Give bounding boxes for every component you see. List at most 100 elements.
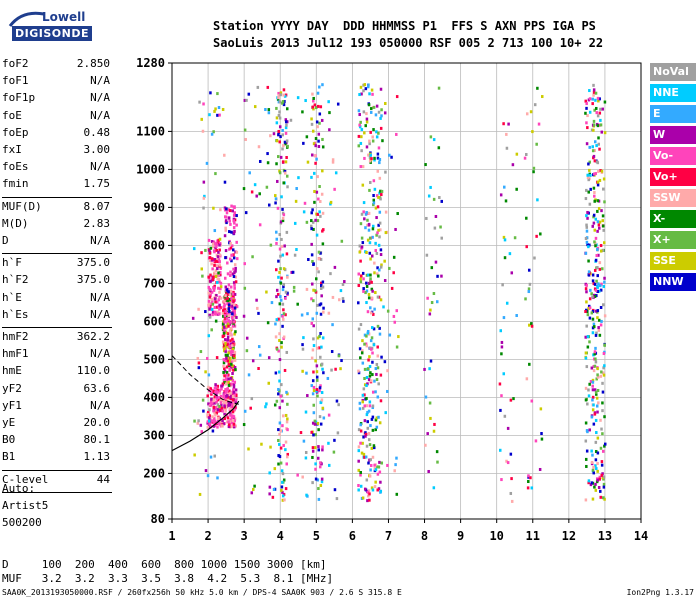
- echo-point: [375, 233, 378, 237]
- echo-point: [224, 330, 228, 334]
- echo-point: [599, 107, 602, 111]
- echo-point: [436, 274, 439, 278]
- echo-point: [357, 449, 361, 453]
- echo-point: [321, 242, 325, 246]
- echo-point: [363, 404, 367, 408]
- echo-point: [380, 193, 383, 197]
- echo-point: [228, 345, 231, 349]
- echo-point: [198, 100, 201, 104]
- echo-point: [214, 274, 218, 278]
- echo-point: [286, 402, 289, 406]
- echo-point: [311, 348, 315, 352]
- echo-point: [603, 415, 606, 419]
- echo-point: [229, 365, 233, 369]
- echo-point: [598, 333, 602, 337]
- echo-point: [276, 206, 280, 210]
- echo-point: [247, 373, 251, 377]
- echo-point: [430, 301, 434, 305]
- echo-point: [265, 185, 269, 189]
- echo-point: [281, 216, 285, 220]
- echo-point: [367, 296, 371, 300]
- echo-point: [315, 267, 319, 271]
- echo-point: [277, 317, 280, 321]
- echo-point: [231, 301, 235, 305]
- echo-point: [230, 360, 233, 364]
- echo-point: [191, 316, 195, 320]
- echo-point: [319, 312, 323, 316]
- echo-point: [231, 304, 234, 308]
- echo-point: [588, 340, 591, 344]
- echo-point: [225, 324, 228, 328]
- echo-point: [331, 323, 334, 327]
- echo-point: [216, 310, 219, 314]
- echo-point: [307, 258, 310, 262]
- echo-point: [599, 123, 603, 127]
- echo-point: [315, 277, 318, 281]
- echo-point: [230, 316, 234, 320]
- echo-point: [216, 277, 219, 281]
- echo-point: [207, 334, 211, 338]
- echo-point: [509, 398, 513, 402]
- echo-point: [210, 397, 213, 401]
- echo-point: [231, 344, 234, 348]
- echo-point: [216, 398, 220, 402]
- echo-point: [339, 289, 343, 293]
- echo-point: [281, 302, 285, 306]
- echo-point: [278, 169, 281, 173]
- echo-point: [278, 270, 281, 274]
- echo-point: [584, 398, 588, 402]
- echo-point: [370, 486, 374, 490]
- echo-point: [199, 350, 203, 354]
- echo-point: [209, 404, 212, 408]
- echo-point: [216, 425, 219, 429]
- echo-point: [221, 340, 225, 344]
- echo-point: [320, 118, 324, 122]
- echo-point: [592, 353, 595, 357]
- echo-point: [296, 473, 299, 477]
- echo-point: [584, 111, 587, 115]
- echo-point: [601, 449, 605, 453]
- echo-point: [224, 353, 228, 357]
- echo-point: [599, 249, 603, 253]
- echo-point: [228, 389, 231, 393]
- echo-point: [225, 420, 229, 424]
- param-row-clevel: C-level 44: [2, 473, 110, 490]
- param-row-md: M(D) 2.83: [2, 217, 110, 234]
- echo-point: [275, 241, 278, 245]
- echo-point: [277, 155, 280, 159]
- echo-point: [197, 366, 201, 370]
- echo-point: [234, 330, 237, 334]
- echo-point: [395, 132, 398, 136]
- echo-point: [536, 198, 539, 202]
- echo-point: [603, 442, 607, 446]
- echo-point: [227, 425, 231, 429]
- echo-point: [594, 236, 598, 240]
- echo-point: [226, 416, 230, 420]
- echo-point: [232, 416, 235, 420]
- echo-point: [217, 418, 220, 422]
- echo-point: [303, 201, 307, 205]
- echo-point: [499, 408, 502, 412]
- muf-frequency-row: MUF 3.2 3.2 3.3 3.5 3.8 4.2 5.3 8.1 [MHz…: [2, 572, 334, 585]
- echo-point: [278, 247, 282, 251]
- x-tick-label: 2: [204, 529, 211, 543]
- echo-point: [219, 281, 223, 285]
- echo-point: [300, 313, 304, 317]
- x-tick-label: 12: [562, 529, 576, 543]
- echo-point: [596, 266, 599, 270]
- echo-point: [587, 479, 591, 483]
- echo-point: [529, 110, 533, 114]
- echo-point: [312, 370, 315, 374]
- echo-point: [209, 279, 212, 283]
- echo-point: [366, 426, 370, 430]
- echo-point: [374, 480, 377, 484]
- echo-point: [214, 319, 218, 323]
- param-row-hmf2: hmF2 362.2: [2, 330, 110, 347]
- echo-point: [365, 284, 369, 288]
- echo-point: [266, 152, 269, 156]
- echo-point: [213, 286, 216, 290]
- echo-point: [311, 92, 314, 96]
- echo-point: [231, 418, 235, 422]
- echo-point: [293, 221, 297, 225]
- echo-point: [320, 345, 323, 349]
